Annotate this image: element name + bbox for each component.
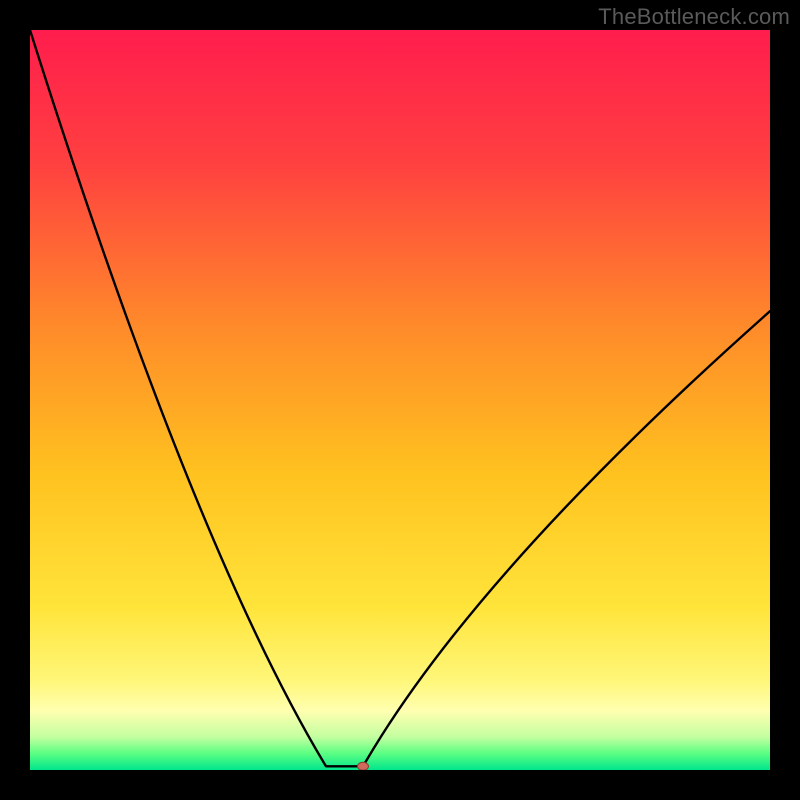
watermark-text: TheBottleneck.com — [598, 4, 790, 30]
figure-stage: TheBottleneck.com — [0, 0, 800, 800]
bottleneck-plot — [30, 30, 770, 770]
gradient-background — [30, 30, 770, 770]
optimal-point-marker — [358, 762, 369, 770]
